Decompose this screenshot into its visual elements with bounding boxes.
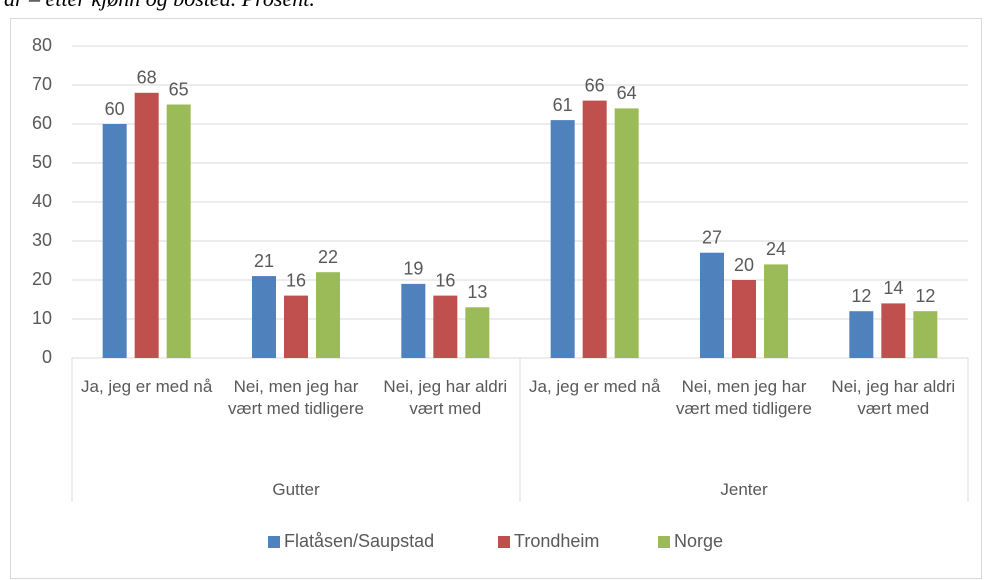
x-tick-label: Nei, men jeg har vært med tidligere <box>227 377 365 418</box>
y-tick-label: 30 <box>32 230 52 250</box>
group-label: Gutter <box>272 480 320 499</box>
caption: år – etter kjønn og bosted. Prosent. <box>4 0 315 12</box>
bar <box>102 124 127 358</box>
data-label: 19 <box>403 259 423 279</box>
legend-label: Trondheim <box>514 531 600 551</box>
legend-swatch <box>268 535 280 548</box>
bar <box>134 92 159 359</box>
legend-label: Norge <box>674 531 724 551</box>
legend-item: Norge <box>658 531 723 552</box>
bar <box>849 311 874 358</box>
bar <box>764 264 788 358</box>
data-label: 12 <box>915 286 935 306</box>
data-label: 14 <box>883 278 903 298</box>
bar <box>166 104 191 358</box>
x-tick-label: Ja, jeg er med nå <box>528 377 661 396</box>
x-tick-label: Ja, jeg er med nå <box>80 377 213 396</box>
data-label: 12 <box>851 286 871 306</box>
data-label: 22 <box>318 247 338 267</box>
y-tick-label: 80 <box>32 35 52 55</box>
y-tick-label: 50 <box>32 152 52 172</box>
y-tick-label: 20 <box>32 269 52 289</box>
data-label: 16 <box>286 270 306 290</box>
data-label: 24 <box>766 239 786 259</box>
bar <box>614 108 639 359</box>
bar <box>316 272 340 358</box>
data-label: 60 <box>105 99 125 119</box>
data-label: 16 <box>435 270 455 290</box>
bar <box>465 307 490 358</box>
y-tick-label: 10 <box>32 308 52 328</box>
y-tick-label: 0 <box>42 347 52 367</box>
legend-item: Trondheim <box>498 531 599 552</box>
bar <box>732 280 756 358</box>
group-label: Jenter <box>720 480 768 499</box>
bar <box>700 252 724 358</box>
bar <box>433 295 458 358</box>
bar <box>881 303 906 358</box>
data-label: 68 <box>137 68 157 88</box>
data-label: 66 <box>585 75 605 95</box>
data-label: 65 <box>169 79 189 99</box>
legend-swatch <box>498 535 510 548</box>
y-tick-label: 60 <box>32 113 52 133</box>
legend-item: Flatåsen/Saupstad <box>268 531 434 552</box>
bar <box>252 276 276 358</box>
x-tick-label: Nei, jeg har aldri vært med <box>383 377 508 418</box>
data-label: 61 <box>553 95 573 115</box>
x-tick-label: Nei, jeg har aldri vært med <box>831 377 956 418</box>
chart-frame <box>10 18 982 579</box>
y-tick-label: 70 <box>32 74 52 94</box>
legend-label: Flatåsen/Saupstad <box>284 531 435 551</box>
bar <box>401 283 426 358</box>
data-label: 21 <box>254 251 274 271</box>
bar <box>913 311 938 358</box>
bar <box>582 100 607 358</box>
data-label: 13 <box>467 282 487 302</box>
x-tick-label: Nei, men jeg har vært med tidligere <box>675 377 813 418</box>
bar <box>550 120 575 358</box>
bar <box>284 295 308 358</box>
data-label: 64 <box>617 83 637 103</box>
legend-swatch <box>658 535 670 548</box>
data-label: 27 <box>702 227 722 247</box>
y-tick-label: 40 <box>32 191 52 211</box>
data-label: 20 <box>734 255 754 275</box>
